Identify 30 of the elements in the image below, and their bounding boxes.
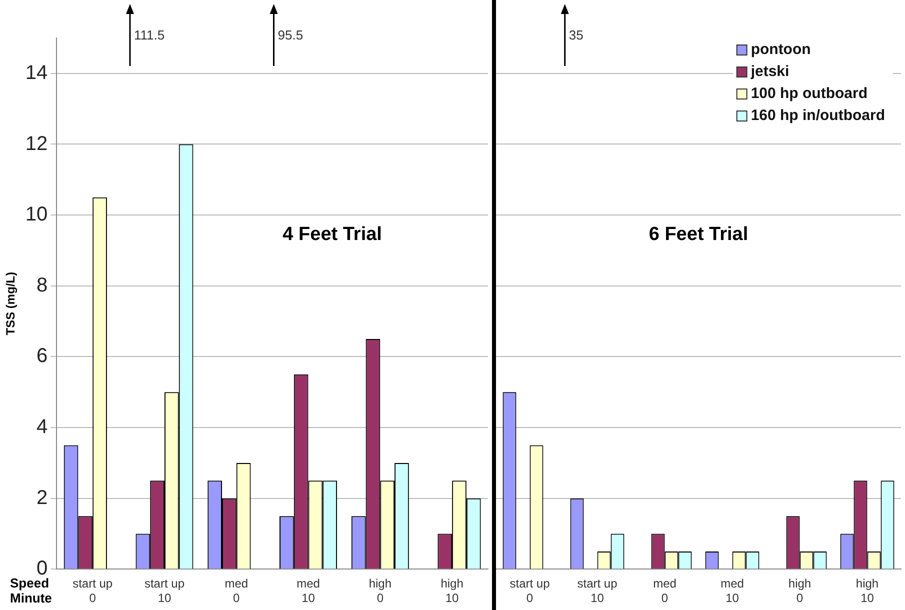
text: 4 Feet Trial (282, 224, 382, 245)
x-tick-label: start up 10 (577, 576, 618, 606)
annotation: 95.5 (278, 28, 304, 43)
annotation: 111.5 (134, 28, 165, 43)
legend-label: pontoon (750, 41, 811, 58)
x-axis-title: Speed Minute (10, 575, 52, 606)
x-tick-label: start up 0 (72, 576, 113, 606)
x-tick-label: med 0 (224, 576, 248, 606)
x-tick-label: high 0 (788, 576, 812, 606)
legend-label: 160 hp in/outboard (750, 107, 886, 124)
y-tick-label: 4 (36, 416, 48, 438)
x-tick-label: high 10 (856, 576, 879, 606)
legend-label: jetski (750, 63, 790, 80)
y-tick-label: 6 (36, 345, 48, 368)
y-tick-label: 14 (25, 62, 48, 84)
x-tick-label: high 0 (368, 576, 392, 606)
legend-label: 100 hp outboard (750, 85, 868, 102)
x-tick-label: med 10 (296, 576, 320, 606)
y-tick-label: 8 (36, 274, 48, 296)
x-tick-label: high 10 (440, 576, 464, 606)
x-tick-label: start up 10 (144, 576, 185, 606)
y-axis-title: TSS (mg/L) (4, 272, 18, 336)
y-tick-label: 10 (25, 204, 48, 226)
y-tick-label: 12 (25, 132, 48, 155)
annotation: 35 (568, 28, 584, 43)
text: 6 Feet Trial (648, 224, 748, 245)
x-tick-label: med 10 (720, 576, 744, 606)
y-tick-label: 2 (36, 486, 48, 509)
x-tick-label: start up 0 (510, 576, 550, 606)
x-tick-label: med 0 (653, 576, 676, 606)
